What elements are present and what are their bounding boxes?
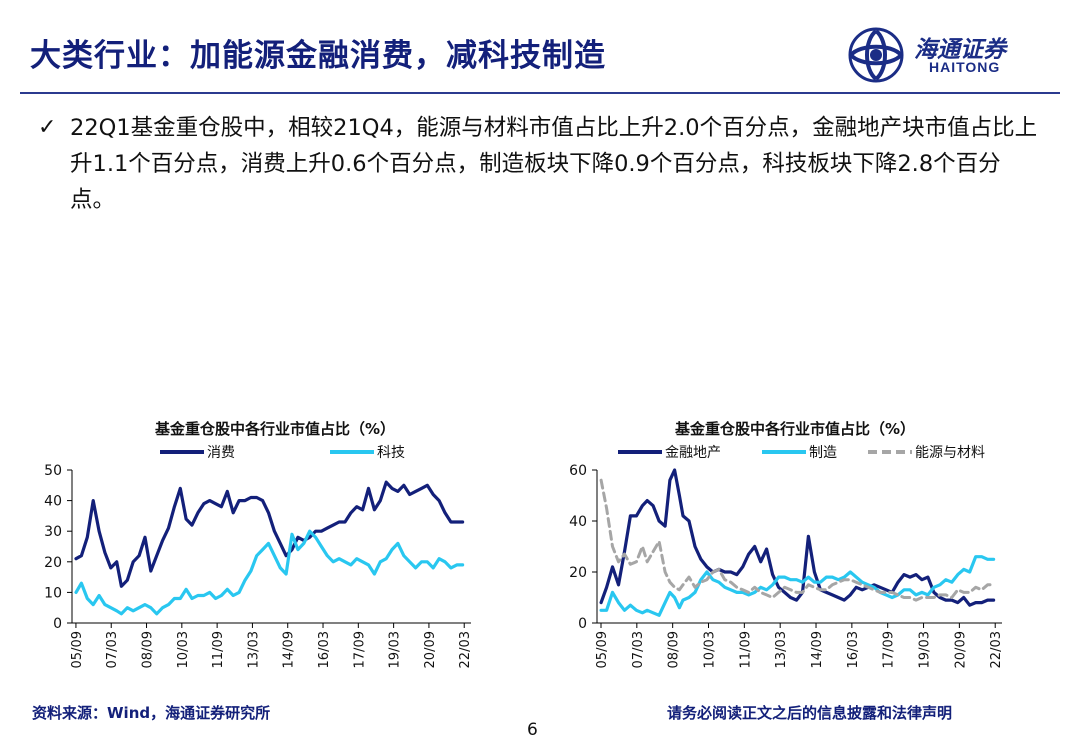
x-tick-label: 07/03	[631, 631, 646, 668]
series-line-1	[74, 529, 465, 616]
x-tick-label: 17/09	[352, 631, 367, 668]
y-tick-label: 50	[44, 463, 62, 479]
legend-label-1: 科技	[377, 445, 405, 461]
x-tick-label: 13/03	[246, 631, 261, 668]
y-tick-label: 60	[569, 463, 587, 479]
x-tick-label: 10/03	[703, 631, 718, 668]
x-tick-label: 20/09	[953, 631, 968, 668]
chart-finance-manufacturing-energy-svg: 基金重仓股中各行业市值占比（%） 金融地产 制造 能源与材料 0 20 40 60 05/09 0…	[569, 420, 1004, 668]
y-tick-label: 40	[44, 494, 62, 510]
summary-text: 22Q1基金重仓股中，相较21Q4，能源与材料市值占比上升2.0个百分点，金融地…	[70, 115, 1038, 213]
x-tick-label: 14/09	[810, 631, 825, 668]
y-tick-label: 10	[44, 585, 62, 601]
series-line-2	[599, 478, 996, 602]
x-tick-label: 17/09	[882, 631, 897, 668]
x-tick-label: 10/03	[176, 631, 191, 668]
x-tick-label: 22/03	[989, 631, 1004, 668]
chart-consumer-tech: 基金重仓股中各行业市值占比（%） 消费 科技 0 10 20 30 40 50 05/09 07/0…	[20, 412, 510, 697]
chart-title: 基金重仓股中各行业市值占比（%）	[674, 420, 915, 438]
y-tick-label: 40	[569, 514, 587, 530]
x-tick-label: 19/03	[388, 631, 403, 668]
x-tick-label: 19/03	[918, 631, 933, 668]
legend-label-0: 金融地产	[665, 445, 721, 461]
y-tick-label: 30	[44, 524, 62, 540]
x-tick-label: 08/09	[667, 631, 682, 668]
chart-title: 基金重仓股中各行业市值占比（%）	[154, 420, 395, 438]
logo-chinese-name: 海通证券	[914, 36, 1006, 63]
x-tick-label: 16/03	[317, 631, 332, 668]
x-tick-label: 08/09	[141, 631, 156, 668]
y-tick-label: 0	[578, 616, 587, 632]
haitong-logo: 海通证券 HAITONG	[846, 26, 1046, 84]
x-tick-label: 07/03	[105, 631, 120, 668]
disclaimer-note: 请务必阅读正文之后的信息披露和法律声明	[667, 704, 953, 722]
source-note: 资料来源：Wind，海通证券研究所	[32, 704, 271, 722]
x-tick-label: 11/09	[211, 631, 226, 668]
y-tick-label: 20	[569, 565, 587, 581]
legend-label-0: 消费	[207, 445, 235, 461]
x-tick-label: 14/09	[282, 631, 297, 668]
page-title: 大类行业：加能源金融消费，减科技制造	[30, 38, 606, 74]
series-line-1	[599, 555, 996, 617]
x-tick-label: 16/03	[846, 631, 861, 668]
x-tick-label: 20/09	[423, 631, 438, 668]
check-icon: ✓	[38, 115, 57, 140]
chart-finance-manufacturing-energy: 基金重仓股中各行业市值占比（%） 金融地产 制造 能源与材料 0 20 40 60 05/09 0…	[540, 412, 1030, 697]
series-line-0	[599, 468, 996, 607]
chart-consumer-tech-svg: 基金重仓股中各行业市值占比（%） 消费 科技 0 10 20 30 40 50 05/09 07/0…	[44, 420, 473, 668]
x-tick-label: 05/09	[70, 631, 85, 668]
y-tick-label: 20	[44, 555, 62, 571]
legend-label-2: 能源与材料	[915, 445, 985, 461]
header-divider	[20, 92, 1060, 94]
x-tick-label: 05/09	[595, 631, 610, 668]
legend-label-1: 制造	[809, 445, 837, 461]
page-number: 6	[527, 720, 538, 740]
x-tick-label: 13/03	[774, 631, 789, 668]
y-tick-label: 0	[53, 616, 62, 632]
x-tick-label: 11/09	[738, 631, 753, 668]
logo-english-name: HAITONG	[929, 59, 1001, 75]
x-tick-label: 22/03	[458, 631, 473, 668]
series-line-0	[74, 480, 465, 588]
haitong-emblem-icon	[848, 27, 904, 83]
